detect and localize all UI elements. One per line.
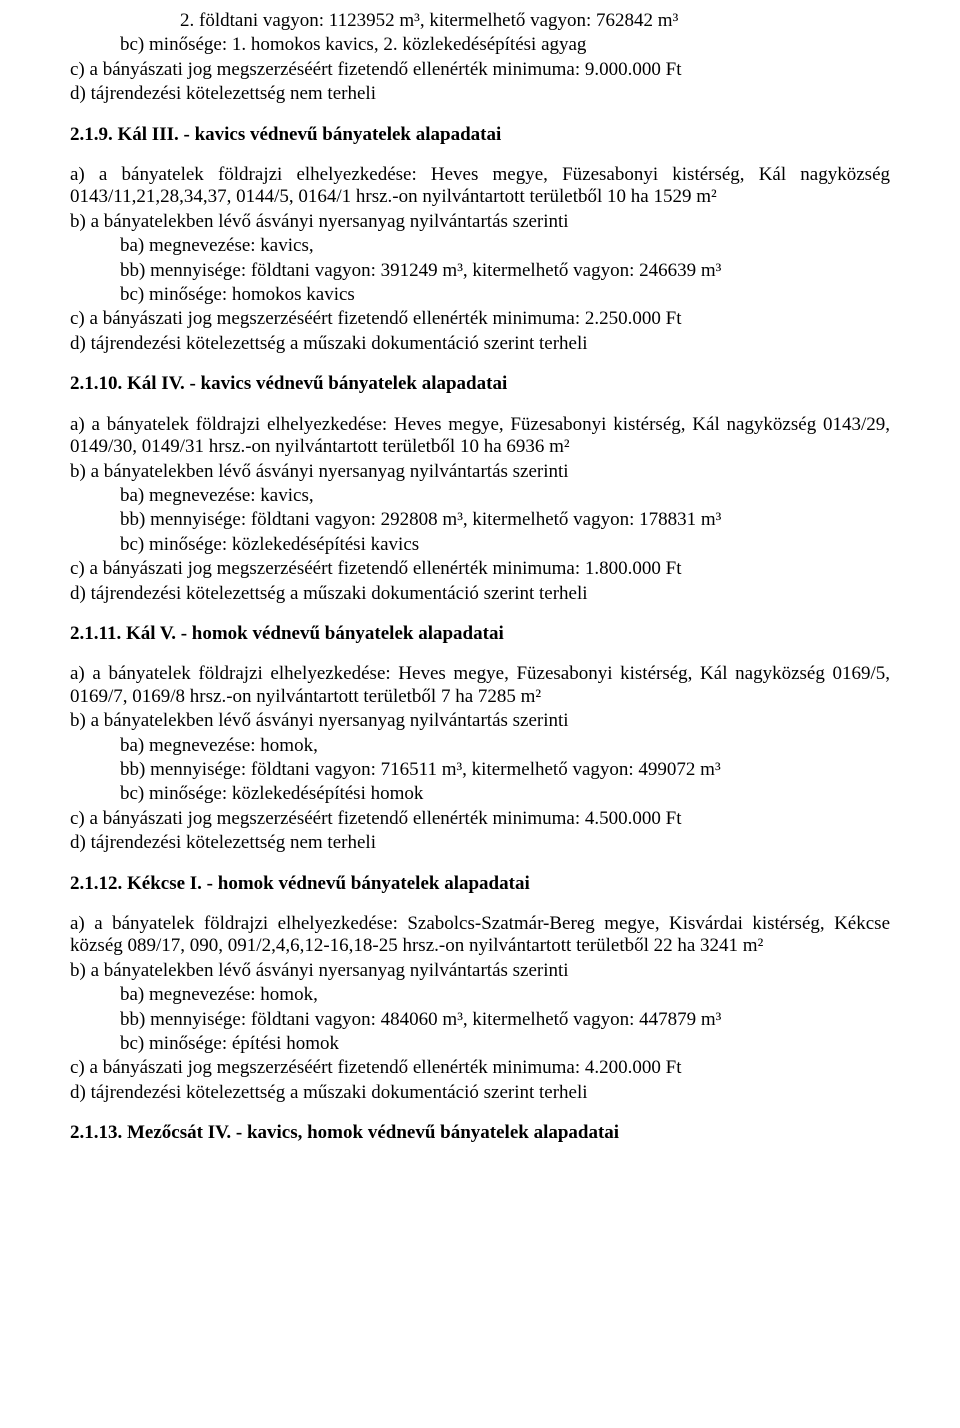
s2110-c: c) a bányászati jog megszerzéséért fizet… — [70, 558, 890, 580]
s2110-bb: bb) mennyisége: földtani vagyon: 292808 … — [70, 509, 890, 531]
s2110-b: b) a bányatelekben lévő ásványi nyersany… — [70, 461, 890, 483]
s2112-bc: bc) minősége: építési homok — [70, 1033, 890, 1055]
intro-line-3: c) a bányászati jog megszerzéséért fizet… — [70, 59, 890, 81]
heading-2-1-12: 2.1.12. Kékcse I. - homok védnevű bányat… — [70, 873, 890, 895]
heading-2-1-11: 2.1.11. Kál V. - homok védnevű bányatele… — [70, 623, 890, 645]
intro-line-1: 2. földtani vagyon: 1123952 m³, kitermel… — [70, 10, 890, 32]
s219-ba: ba) megnevezése: kavics, — [70, 235, 890, 257]
s2112-ba: ba) megnevezése: homok, — [70, 984, 890, 1006]
s2111-a: a) a bányatelek földrajzi elhelyezkedése… — [70, 663, 890, 708]
s219-c: c) a bányászati jog megszerzéséért fizet… — [70, 308, 890, 330]
s219-bb: bb) mennyisége: földtani vagyon: 391249 … — [70, 260, 890, 282]
s2110-a: a) a bányatelek földrajzi elhelyezkedése… — [70, 414, 890, 459]
heading-2-1-13: 2.1.13. Mezőcsát IV. - kavics, homok véd… — [70, 1122, 890, 1144]
s2111-ba: ba) megnevezése: homok, — [70, 735, 890, 757]
s2110-ba: ba) megnevezése: kavics, — [70, 485, 890, 507]
s2110-d: d) tájrendezési kötelezettség a műszaki … — [70, 583, 890, 605]
s219-b: b) a bányatelekben lévő ásványi nyersany… — [70, 211, 890, 233]
s2112-bb: bb) mennyisége: földtani vagyon: 484060 … — [70, 1009, 890, 1031]
heading-2-1-10: 2.1.10. Kál IV. - kavics védnevű bányate… — [70, 373, 890, 395]
s2111-bb: bb) mennyisége: földtani vagyon: 716511 … — [70, 759, 890, 781]
s2111-bc: bc) minősége: közlekedésépítési homok — [70, 783, 890, 805]
heading-2-1-9: 2.1.9. Kál III. - kavics védnevű bányate… — [70, 124, 890, 146]
intro-line-4: d) tájrendezési kötelezettség nem terhel… — [70, 83, 890, 105]
intro-line-2: bc) minősége: 1. homokos kavics, 2. közl… — [70, 34, 890, 56]
s2111-b: b) a bányatelekben lévő ásványi nyersany… — [70, 710, 890, 732]
s2110-bc: bc) minősége: közlekedésépítési kavics — [70, 534, 890, 556]
s2112-d: d) tájrendezési kötelezettség a műszaki … — [70, 1082, 890, 1104]
s219-bc: bc) minősége: homokos kavics — [70, 284, 890, 306]
s2111-d: d) tájrendezési kötelezettség nem terhel… — [70, 832, 890, 854]
s2112-c: c) a bányászati jog megszerzéséért fizet… — [70, 1057, 890, 1079]
s2112-b: b) a bányatelekben lévő ásványi nyersany… — [70, 960, 890, 982]
s2111-c: c) a bányászati jog megszerzéséért fizet… — [70, 808, 890, 830]
s219-d: d) tájrendezési kötelezettség a műszaki … — [70, 333, 890, 355]
s2112-a: a) a bányatelek földrajzi elhelyezkedése… — [70, 913, 890, 958]
s219-a: a) a bányatelek földrajzi elhelyezkedése… — [70, 164, 890, 209]
